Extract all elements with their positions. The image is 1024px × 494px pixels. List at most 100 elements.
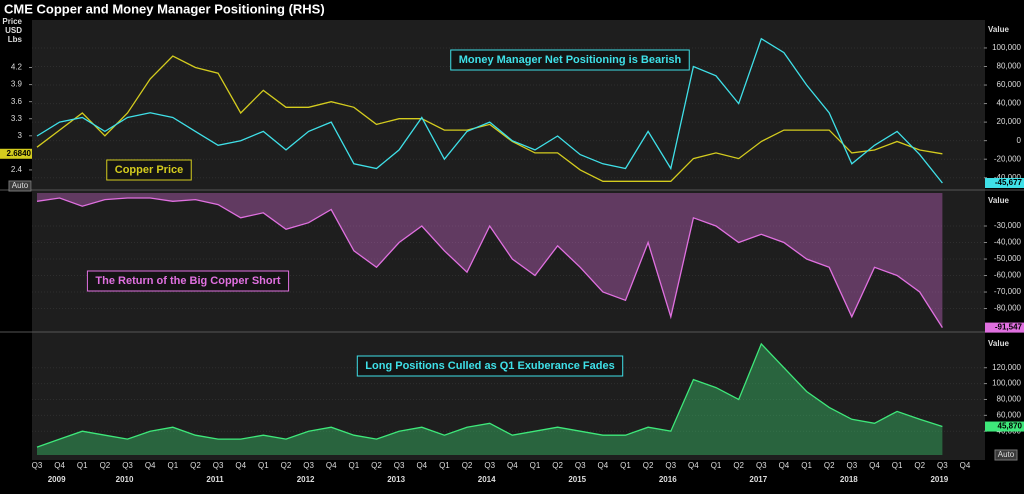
- x-tick-label: Q3: [846, 461, 857, 470]
- x-tick-label: Q3: [756, 461, 767, 470]
- x-year-label: 2018: [840, 475, 858, 484]
- y2-axis-title: Value: [988, 25, 1009, 34]
- annotation-box: [86, 270, 290, 292]
- x-tick-label: Q1: [167, 461, 178, 470]
- x-tick-label: Q3: [303, 461, 314, 470]
- auto-button-box: [8, 180, 32, 192]
- annotation-text: Long Positions Culled as Q1 Exuberance F…: [365, 360, 614, 372]
- x-tick-label: Q4: [960, 461, 971, 470]
- x-tick-label: Q2: [100, 461, 111, 470]
- last-value-text: -45,677: [995, 178, 1023, 187]
- x-year-label: 2009: [48, 475, 66, 484]
- x-tick-label: Q4: [688, 461, 699, 470]
- x-tick-label: Q2: [824, 461, 835, 470]
- x-tick-label: Q2: [281, 461, 292, 470]
- x-tick-label: Q2: [733, 461, 744, 470]
- area-fill: [37, 193, 943, 328]
- last-value-text: -91,547: [995, 323, 1023, 332]
- x-tick-label: Q2: [371, 461, 382, 470]
- annotation-text: Copper Price: [115, 164, 183, 176]
- last-value-label: 2.6840: [0, 148, 32, 159]
- x-tick-label: Q4: [235, 461, 246, 470]
- y-tick-label: 3.3: [11, 114, 23, 123]
- annotation: Copper Price: [106, 159, 192, 181]
- y2-tick-label: -40,000: [994, 173, 1022, 182]
- last-value-text: 2.6840: [7, 149, 32, 158]
- x-tick-label: Q4: [416, 461, 427, 470]
- x-tick-label: Q3: [484, 461, 495, 470]
- last-value-text: 45,870: [998, 422, 1023, 431]
- y2-tick-label: -30,000: [994, 221, 1022, 230]
- last-value-label: -45,677: [985, 177, 1024, 188]
- x-tick-label: Q1: [349, 461, 360, 470]
- auto-button[interactable]: Auto: [8, 180, 32, 192]
- x-year-label: 2017: [749, 475, 767, 484]
- last-value-box: [985, 421, 1024, 432]
- series-line: [36, 342, 943, 448]
- x-tick-label: Q1: [620, 461, 631, 470]
- last-value-box: [985, 322, 1024, 333]
- x-tick-label: Q4: [54, 461, 65, 470]
- x-tick-label: Q1: [258, 461, 269, 470]
- x-tick-label: Q4: [507, 461, 518, 470]
- y-tick-label: 4.2: [11, 63, 23, 72]
- x-tick-label: Q2: [462, 461, 473, 470]
- x-tick-label: Q4: [145, 461, 156, 470]
- series-line: [36, 197, 943, 328]
- y2-tick-label: -60,000: [994, 271, 1022, 280]
- y-axis-title: Lbs: [8, 35, 23, 44]
- last-value-box: [985, 177, 1024, 188]
- series-line: [36, 37, 943, 184]
- x-tick-label: Q1: [530, 461, 541, 470]
- x-tick-label: Q1: [77, 461, 88, 470]
- x-tick-label: Q2: [914, 461, 925, 470]
- y2-axis-title: Value: [988, 196, 1009, 205]
- auto-button[interactable]: Auto: [994, 449, 1018, 461]
- y-tick-label: 3.6: [11, 97, 23, 106]
- x-year-label: 2019: [930, 475, 948, 484]
- series-line: [36, 55, 943, 182]
- y2-tick-label: 120,000: [992, 363, 1021, 372]
- x-tick-label: Q3: [122, 461, 133, 470]
- y-tick-label: 2.4: [11, 165, 23, 174]
- x-tick-label: Q1: [439, 461, 450, 470]
- y2-tick-label: 60,000: [997, 410, 1022, 419]
- annotation: The Return of the Big Copper Short: [86, 270, 290, 292]
- y2-tick-label: 80,000: [997, 62, 1022, 71]
- x-tick-label: Q4: [779, 461, 790, 470]
- x-tick-label: Q3: [32, 461, 43, 470]
- y2-tick-label: 100,000: [992, 43, 1021, 52]
- last-value-label: 45,870: [985, 421, 1024, 432]
- y2-tick-label: 80,000: [997, 395, 1022, 404]
- last-value-label: -91,547: [985, 322, 1024, 333]
- x-year-label: 2010: [116, 475, 134, 484]
- last-value-box: [0, 148, 32, 159]
- annotation-box: [356, 355, 624, 377]
- x-year-label: 2012: [297, 475, 315, 484]
- y2-tick-label: 100,000: [992, 379, 1021, 388]
- x-tick-label: Q3: [937, 461, 948, 470]
- x-tick-label: Q2: [643, 461, 654, 470]
- annotation: Money Manager Net Positioning is Bearish: [450, 49, 690, 71]
- x-tick-label: Q4: [598, 461, 609, 470]
- x-year-label: 2011: [206, 475, 224, 484]
- y2-axis-title: Value: [988, 339, 1009, 348]
- x-tick-label: Q1: [711, 461, 722, 470]
- plot-area: [32, 20, 985, 460]
- x-tick-label: Q3: [213, 461, 224, 470]
- auto-button-text: Auto: [998, 450, 1015, 459]
- auto-button-box: [994, 449, 1018, 461]
- y2-tick-label: 40,000: [997, 99, 1022, 108]
- y-axis-title: Price: [2, 17, 22, 26]
- y-tick-label: 3.9: [11, 80, 23, 89]
- x-tick-label: Q4: [869, 461, 880, 470]
- y2-tick-label: -70,000: [994, 287, 1022, 296]
- y2-tick-label: 60,000: [997, 80, 1022, 89]
- x-tick-label: Q3: [575, 461, 586, 470]
- y2-tick-label: -40,000: [994, 238, 1022, 247]
- y2-tick-label: -20,000: [994, 154, 1022, 163]
- x-tick-label: Q2: [190, 461, 201, 470]
- x-tick-label: Q1: [892, 461, 903, 470]
- y-axis-title: USD: [5, 26, 22, 35]
- annotation: Long Positions Culled as Q1 Exuberance F…: [356, 355, 624, 377]
